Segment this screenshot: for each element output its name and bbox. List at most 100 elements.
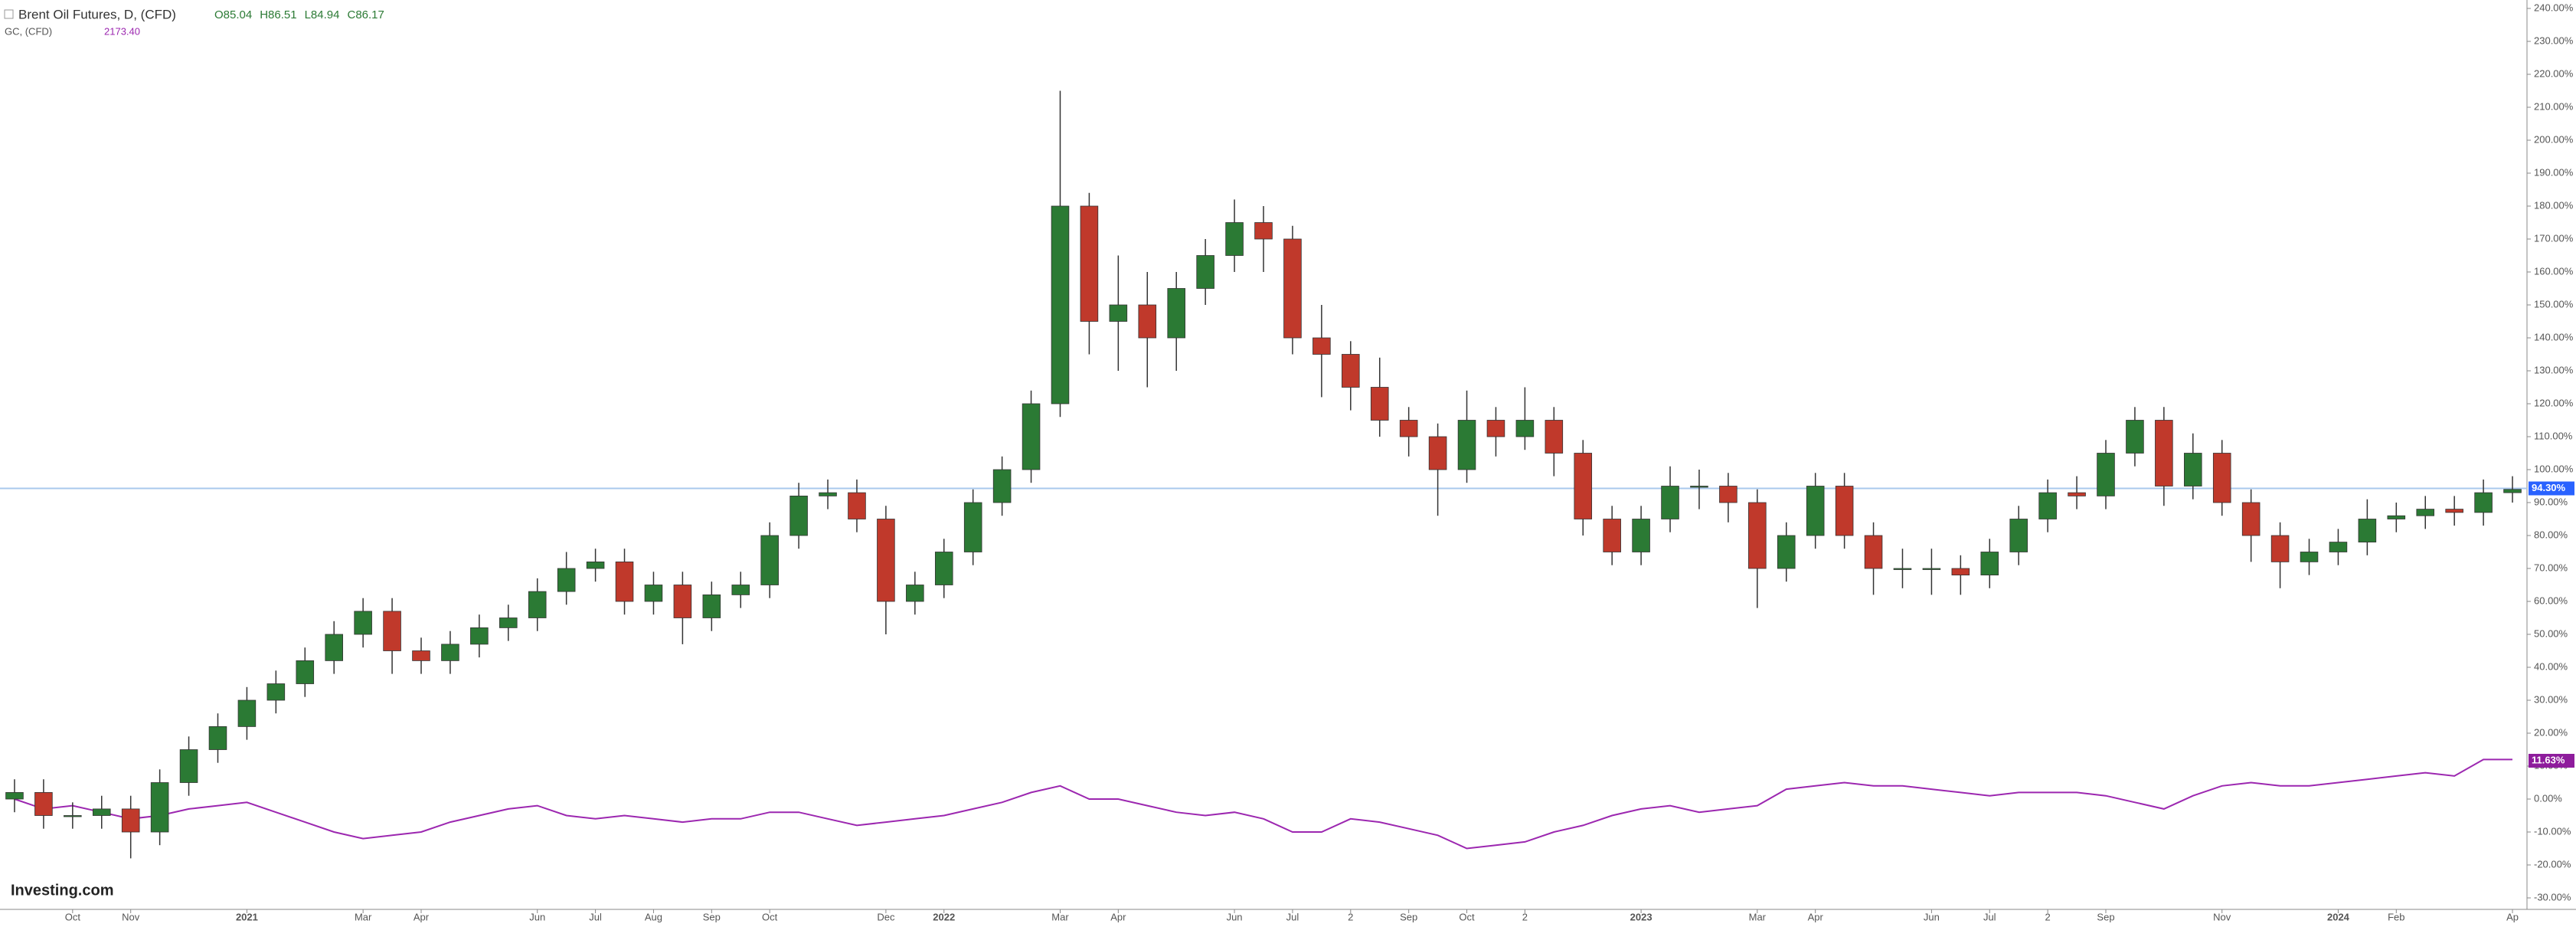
y-tick-label: 120.00%	[2534, 397, 2574, 408]
price-label: 11.63%	[2532, 754, 2565, 765]
candle-body	[1051, 205, 1070, 405]
candle-body	[702, 595, 721, 618]
candle-body	[2009, 519, 2028, 552]
candle-body	[1196, 255, 1214, 289]
x-tick-label: Jul	[1286, 911, 1299, 922]
candle-body	[644, 585, 663, 602]
candle-body	[1980, 552, 1999, 576]
x-tick-label: Sep	[2097, 911, 2114, 922]
candle-body	[354, 611, 372, 635]
source-logo: Investing.com	[11, 882, 113, 899]
candle-body	[1893, 568, 1912, 570]
x-tick-label: Jun	[1227, 911, 1243, 922]
candle-body	[1835, 486, 1854, 536]
candle-body	[1951, 568, 1970, 576]
x-tick-label: Nov	[2213, 911, 2231, 922]
candle-body	[906, 585, 924, 602]
y-tick-label: 210.00%	[2534, 100, 2574, 112]
y-tick-label: -30.00%	[2534, 891, 2571, 902]
candle-body	[1370, 387, 1389, 421]
candle-body	[2212, 453, 2231, 503]
candle-body	[1457, 420, 1476, 470]
y-tick-label: 130.00%	[2534, 364, 2574, 375]
series-value: 2173.40	[104, 25, 140, 37]
candle-body	[150, 782, 169, 833]
candle-body	[934, 552, 953, 585]
candle-body	[819, 492, 837, 496]
candle-body	[1690, 486, 1708, 488]
candle-body	[731, 585, 750, 595]
y-tick-label: 60.00%	[2534, 595, 2568, 606]
line-series	[14, 758, 2512, 850]
x-tick-label: Aug	[645, 911, 662, 922]
candle-body	[2184, 453, 2202, 486]
candle-body	[499, 617, 518, 628]
candle-body	[441, 644, 459, 661]
candle-body	[1167, 288, 1185, 339]
x-tick-label: 2	[2045, 911, 2051, 922]
x-tick-label: Apr	[1808, 911, 1824, 922]
candle-body	[789, 496, 808, 536]
y-tick-label: 230.00%	[2534, 34, 2574, 46]
y-tick-label: 150.00%	[2534, 298, 2574, 310]
y-tick-label: 70.00%	[2534, 562, 2568, 573]
candle-body	[325, 634, 343, 661]
candle-body	[1806, 486, 1825, 536]
candle-body	[963, 502, 982, 552]
candle-body	[528, 591, 547, 618]
candle-body	[1109, 304, 1128, 322]
ohlc-label: O85.04	[214, 8, 252, 21]
x-tick-label: Apr	[1110, 911, 1126, 922]
y-tick-label: 190.00%	[2534, 166, 2574, 178]
x-tick-label: 2021	[236, 911, 258, 922]
y-tick-label: 80.00%	[2534, 529, 2568, 540]
candle-body	[1225, 222, 1244, 256]
y-tick-label: 200.00%	[2534, 133, 2574, 145]
x-tick-label: Apr	[414, 911, 430, 922]
x-tick-label: 2022	[933, 911, 955, 922]
candle-body	[1922, 568, 1941, 570]
collapse-icon[interactable]	[4, 9, 14, 19]
candle-body	[2241, 502, 2261, 536]
ohlc-label: C86.17	[347, 8, 384, 21]
x-tick-label: Jun	[529, 911, 545, 922]
candle-body	[877, 519, 895, 602]
candle-body	[296, 660, 315, 684]
candle-body	[1428, 436, 1447, 470]
candle-body	[237, 699, 257, 727]
candle-body	[1515, 420, 1535, 437]
candle-body	[2416, 509, 2435, 516]
candle-body	[2329, 542, 2348, 552]
series-name: GC, (CFD)	[5, 25, 52, 37]
y-tick-label: -20.00%	[2534, 858, 2571, 870]
candle-body	[1022, 403, 1041, 470]
candle-body	[1486, 420, 1505, 437]
candle-body	[1632, 519, 1650, 552]
price-label: 94.30%	[2532, 482, 2566, 493]
y-tick-label: 110.00%	[2534, 430, 2573, 441]
x-tick-label: Mar	[1749, 911, 1767, 922]
candle-body	[383, 611, 401, 651]
candle-body	[2387, 515, 2406, 519]
x-tick-label: Jun	[1924, 911, 1940, 922]
ohlc-label: H86.51	[260, 8, 296, 21]
candle-body	[2038, 492, 2057, 519]
candle-body	[2097, 453, 2115, 496]
candle-body	[1603, 519, 1621, 552]
ohlc-label: L84.94	[305, 8, 340, 21]
candle-body	[1138, 304, 1157, 339]
candle-body	[266, 683, 286, 701]
candle-body	[586, 562, 605, 569]
candle-body	[412, 650, 430, 661]
x-tick-label: Jul	[1983, 911, 1996, 922]
candle-body	[2300, 552, 2319, 562]
x-tick-label: 2	[1522, 911, 1528, 922]
y-tick-label: 160.00%	[2534, 265, 2574, 277]
candle-body	[992, 469, 1012, 503]
y-tick-label: 20.00%	[2534, 726, 2568, 738]
candle-body	[848, 492, 866, 519]
price-label-box	[2529, 481, 2574, 496]
